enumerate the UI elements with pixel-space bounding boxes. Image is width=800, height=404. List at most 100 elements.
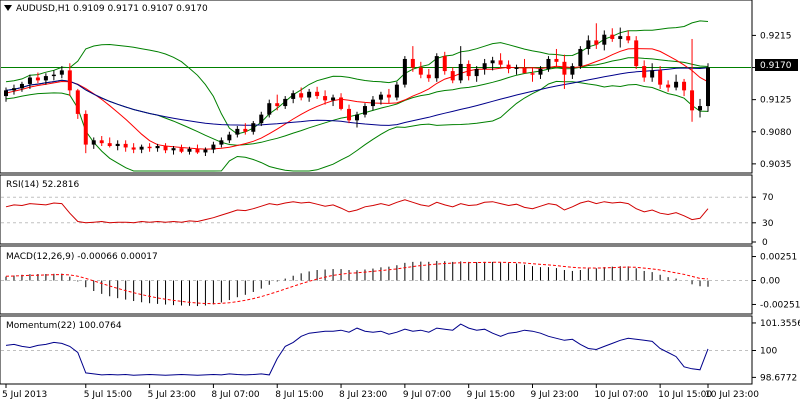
candle xyxy=(19,81,24,92)
candle xyxy=(227,131,232,144)
candle-body xyxy=(482,63,487,69)
price-candles xyxy=(4,23,710,157)
candle xyxy=(139,144,144,154)
rsi-line xyxy=(5,199,709,224)
candle xyxy=(682,78,687,97)
candle xyxy=(474,66,479,82)
candle xyxy=(291,90,296,104)
candle xyxy=(458,46,463,84)
time-tick-label: 10 Jul 07:00 xyxy=(594,390,648,400)
candle xyxy=(586,35,591,55)
current-price-marker: 0.9170 xyxy=(755,59,798,71)
candle xyxy=(570,63,575,79)
candle xyxy=(690,38,695,122)
candle-body xyxy=(586,40,591,49)
candle xyxy=(91,137,96,149)
candle xyxy=(315,86,320,99)
candle-body xyxy=(83,113,88,145)
candle xyxy=(355,111,359,128)
candle-body xyxy=(11,88,16,91)
rsi-panel-frame xyxy=(0,174,753,245)
candle xyxy=(123,140,128,152)
candle-body xyxy=(75,90,80,114)
candle-body xyxy=(139,146,144,150)
candle xyxy=(434,53,439,82)
candle xyxy=(211,141,216,154)
candle-body xyxy=(610,34,615,39)
candle-body xyxy=(203,149,208,153)
candle-body xyxy=(570,66,575,75)
momentum-tick-label: 100 xyxy=(760,347,777,357)
candle-body xyxy=(315,91,320,97)
candle xyxy=(259,111,264,127)
candle-body xyxy=(682,81,687,91)
candle xyxy=(698,98,703,118)
candle xyxy=(347,104,352,124)
candle xyxy=(562,54,567,89)
candle xyxy=(283,96,288,109)
candle-body xyxy=(514,67,519,69)
candle xyxy=(546,56,551,72)
candle-body xyxy=(195,148,200,153)
macd-axis: 0.00251 0.00 -0.00251 xyxy=(752,253,800,310)
candle-body xyxy=(474,68,479,77)
candle xyxy=(43,73,48,85)
dropdown-arrow-icon[interactable] xyxy=(4,5,12,11)
candle xyxy=(115,140,120,151)
candle xyxy=(219,137,224,148)
candle xyxy=(75,88,80,119)
price-tick-label: 0.9080 xyxy=(760,128,792,138)
candle xyxy=(506,60,511,74)
candle-body xyxy=(227,134,232,141)
candle xyxy=(131,143,136,154)
candle xyxy=(618,27,623,48)
candle-body xyxy=(163,146,168,151)
candle xyxy=(11,84,16,95)
candle xyxy=(251,121,256,135)
candle xyxy=(482,58,487,75)
candle xyxy=(59,66,64,79)
momentum-tick-label: 98.6772 xyxy=(760,373,797,383)
candle-body xyxy=(426,74,431,79)
candle-body xyxy=(299,93,304,98)
candle xyxy=(155,143,160,152)
candle xyxy=(658,66,663,89)
candle-body xyxy=(378,94,383,100)
candle-body xyxy=(538,68,543,75)
candle xyxy=(650,63,655,82)
candle-body xyxy=(506,64,511,69)
time-tick-label: 10 Jul 23:00 xyxy=(705,390,759,400)
candle-body xyxy=(674,81,679,88)
candle xyxy=(490,56,495,71)
time-tick-label: 5 Jul 2013 xyxy=(2,390,47,400)
candle xyxy=(35,72,40,84)
candle xyxy=(171,146,176,155)
time-tick-label: 9 Jul 23:00 xyxy=(531,390,580,400)
candle-body xyxy=(91,140,96,145)
candle-body xyxy=(410,58,415,68)
candle xyxy=(179,144,184,154)
time-tick-label: 9 Jul 15:00 xyxy=(467,390,516,400)
candle xyxy=(370,96,375,111)
candle xyxy=(466,60,471,81)
candle-body xyxy=(362,106,367,115)
candle-body xyxy=(522,67,527,74)
candle-body xyxy=(418,67,423,75)
current-price-label: 0.9170 xyxy=(760,61,792,71)
candle xyxy=(4,87,8,102)
candle-body xyxy=(275,103,280,107)
candle-body xyxy=(51,74,56,77)
candle-body xyxy=(267,103,272,115)
candle-body xyxy=(650,70,655,78)
candle-body xyxy=(307,91,312,98)
candle xyxy=(331,94,336,107)
candle-body xyxy=(370,99,375,107)
candle-body xyxy=(658,70,663,85)
candle-body xyxy=(179,148,184,152)
rsi-tick-label: 30 xyxy=(762,219,774,229)
candle xyxy=(674,74,679,91)
candle xyxy=(51,70,56,81)
candle xyxy=(402,56,407,88)
rsi-tick-label: 70 xyxy=(762,193,774,203)
